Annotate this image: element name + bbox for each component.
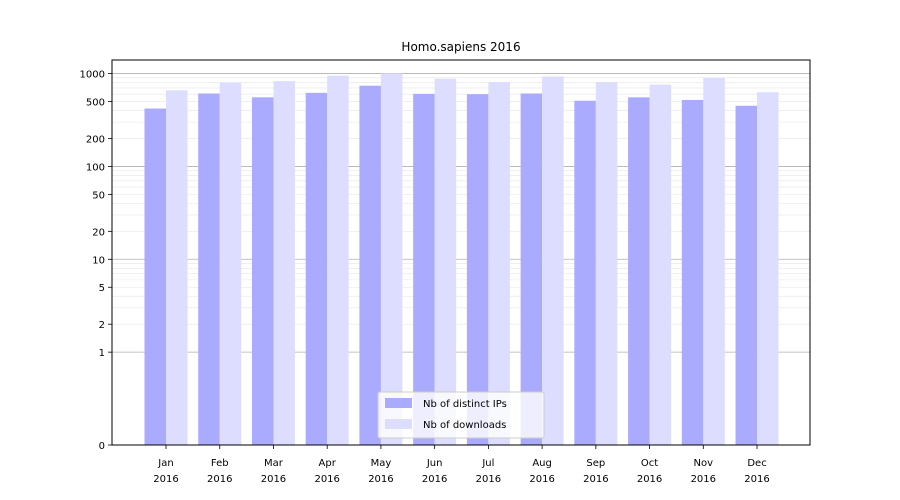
legend-swatch-downloads bbox=[385, 419, 412, 429]
x-tick-label-month: Oct bbox=[641, 458, 658, 469]
y-tick-label: 5 bbox=[99, 283, 105, 294]
x-tick-label-month: Sep bbox=[586, 458, 605, 469]
bar-distinct-ips bbox=[466, 94, 489, 445]
bar-downloads bbox=[166, 90, 188, 445]
x-tick-label-month: Nov bbox=[694, 458, 714, 469]
y-tick-label: 2 bbox=[99, 320, 105, 331]
x-tick-label-month: Jun bbox=[426, 458, 443, 469]
y-tick-label: 10 bbox=[92, 255, 105, 266]
x-tick-label-month: Mar bbox=[264, 458, 284, 469]
legend-swatch-distinct-ips bbox=[385, 398, 412, 408]
x-tick-label-year: 2016 bbox=[744, 474, 769, 485]
plot-frame bbox=[111, 59, 811, 446]
bar-downloads bbox=[219, 82, 242, 445]
y-axis: 0 1 2 5 10 20 50 100 200 500 1000 bbox=[80, 70, 112, 452]
bar-downloads bbox=[273, 81, 295, 445]
bar-distinct-ips bbox=[735, 105, 758, 446]
x-tick-label-month: Jul bbox=[481, 458, 494, 469]
bar-distinct-ips bbox=[305, 92, 328, 445]
bar-downloads bbox=[595, 82, 618, 445]
y-tick-label: 1 bbox=[99, 348, 105, 359]
bar-distinct-ips bbox=[681, 99, 704, 445]
x-tick-label-year: 2016 bbox=[261, 474, 286, 485]
x-tick-label-month: May bbox=[371, 458, 392, 469]
bar-downloads bbox=[434, 78, 457, 445]
x-tick-label-month: Aug bbox=[532, 458, 552, 469]
chart-title: Homo.sapiens 2016 bbox=[401, 40, 520, 54]
legend-label-distinct-ips: Nb of distinct IPs bbox=[423, 399, 507, 410]
x-tick-label-month: Jan bbox=[157, 458, 173, 469]
x-tick-label-year: 2016 bbox=[314, 474, 339, 485]
bar-downloads bbox=[327, 75, 349, 446]
x-tick-label-year: 2016 bbox=[637, 474, 662, 485]
y-tick-label: 0 bbox=[99, 441, 105, 452]
bar-distinct-ips bbox=[413, 93, 435, 446]
bar-distinct-ips bbox=[251, 97, 274, 446]
x-tick-label-month: Feb bbox=[211, 458, 229, 469]
bar-downloads bbox=[649, 84, 672, 445]
bars bbox=[144, 73, 779, 446]
x-tick-label-year: 2016 bbox=[691, 474, 716, 485]
x-tick-label-year: 2016 bbox=[476, 474, 501, 485]
y-tick-label: 500 bbox=[86, 98, 105, 109]
y-tick-label: 100 bbox=[86, 162, 105, 173]
y-tick-label: 50 bbox=[92, 190, 105, 201]
bar-distinct-ips bbox=[628, 97, 650, 446]
bar-downloads bbox=[703, 77, 725, 445]
bar-downloads bbox=[380, 73, 403, 445]
bar-distinct-ips bbox=[574, 100, 596, 445]
bar-distinct-ips bbox=[144, 108, 166, 445]
x-tick-label-year: 2016 bbox=[153, 474, 178, 485]
x-tick-label-year: 2016 bbox=[529, 474, 554, 485]
x-tick-label-year: 2016 bbox=[422, 474, 447, 485]
bar-distinct-ips bbox=[359, 85, 381, 445]
bar-downloads bbox=[757, 92, 779, 445]
legend-box bbox=[377, 391, 545, 439]
legend-label-downloads: Nb of downloads bbox=[423, 420, 506, 431]
x-tick-label-year: 2016 bbox=[583, 474, 608, 485]
bar-downloads bbox=[488, 82, 510, 445]
y-tick-label: 200 bbox=[86, 134, 105, 145]
y-tick-label: 1000 bbox=[80, 70, 105, 81]
x-tick-label-year: 2016 bbox=[368, 474, 393, 485]
bar-distinct-ips bbox=[520, 93, 543, 445]
x-tick-label-year: 2016 bbox=[207, 474, 232, 485]
x-tick-label-month: Apr bbox=[319, 458, 337, 469]
x-tick-label-month: Dec bbox=[747, 458, 766, 469]
bar-distinct-ips bbox=[198, 93, 220, 445]
bar-downloads bbox=[542, 76, 564, 445]
legend: Nb of distinct IPs Nb of downloads bbox=[377, 391, 545, 439]
y-tick-label: 20 bbox=[92, 227, 105, 238]
x-axis: Jan 2016 Feb 2016 Mar 2016 Apr 2016 May 2016 Jun 20… bbox=[153, 445, 770, 485]
